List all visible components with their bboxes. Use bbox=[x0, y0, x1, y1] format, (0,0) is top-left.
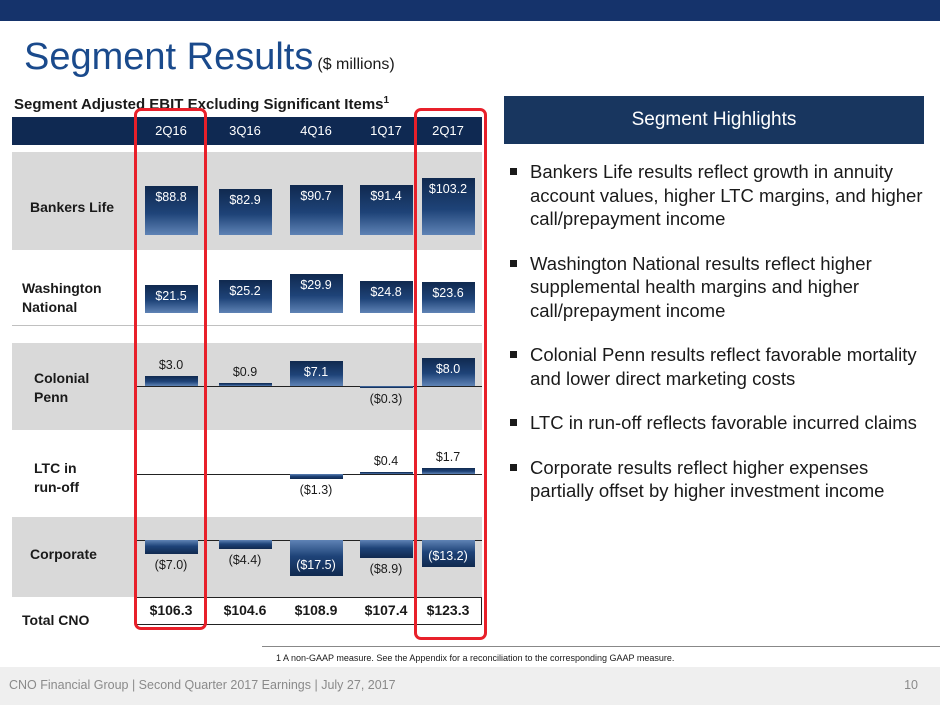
quarter-label-1q17: 1Q17 bbox=[370, 123, 402, 138]
row-label-ltc-2: run-off bbox=[34, 479, 80, 495]
value-label-corporate-2q16: ($7.0) bbox=[154, 558, 188, 573]
bar-corporate-4q16 bbox=[289, 540, 343, 576]
highlight-colonial-penn: Colonial Penn results reflect favorable … bbox=[508, 343, 928, 390]
total-value-1q17: $107.4 bbox=[364, 602, 408, 618]
row-label-washington-national-1: Washington bbox=[22, 280, 102, 296]
page-footer: CNO Financial Group | Second Quarter 201… bbox=[0, 667, 940, 705]
quarter-label-3q16: 3Q16 bbox=[229, 123, 261, 138]
row-label-ltc-1: LTC in bbox=[34, 460, 77, 476]
value-label-bankers-life-2q16: $88.8 bbox=[155, 190, 187, 205]
square-bullet-icon bbox=[510, 259, 517, 267]
square-bullet-icon bbox=[510, 463, 517, 471]
value-label-corporate-3q16: ($4.4) bbox=[228, 553, 262, 568]
bar-bankers-life-1q17 bbox=[359, 184, 413, 235]
total-row-box bbox=[135, 597, 482, 625]
bar-colonial-penn-2q16 bbox=[144, 375, 198, 386]
bar-bankers-life-4q16 bbox=[289, 185, 343, 235]
value-label-bankers-life-4q16: $90.7 bbox=[300, 189, 332, 204]
quarter-label-4q16: 4Q16 bbox=[300, 123, 332, 138]
value-label-colonial-penn-2q17: $8.0 bbox=[435, 362, 461, 376]
value-label-corporate-2q17: ($13.2) bbox=[428, 549, 468, 564]
bar-washington-national-4q16 bbox=[289, 274, 343, 313]
quarter-label-2q16: 2Q16 bbox=[155, 123, 187, 138]
value-label-ltc-in-run-off-4q16: ($1.3) bbox=[299, 482, 333, 497]
value-label-colonial-penn-3q16: $0.9 bbox=[232, 364, 258, 379]
bar-corporate-2q16 bbox=[144, 540, 198, 555]
bar-colonial-penn-3q16 bbox=[218, 382, 272, 386]
bar-corporate-3q16 bbox=[218, 540, 272, 550]
row-label-corporate: Corporate bbox=[30, 546, 97, 562]
row-divider bbox=[12, 325, 482, 326]
bar-ltc-in-run-off-1q17 bbox=[359, 472, 413, 474]
value-label-ltc-in-run-off-1q17: $0.4 bbox=[373, 454, 399, 468]
quarter-label-2q17: 2Q17 bbox=[432, 123, 464, 138]
value-label-ltc-in-run-off-2q17: $1.7 bbox=[435, 450, 461, 465]
bar-bankers-life-2q17 bbox=[421, 178, 475, 235]
bar-corporate-2q17 bbox=[421, 540, 475, 568]
value-label-corporate-1q17: ($8.9) bbox=[369, 562, 403, 577]
page-title: Segment Results ($ millions) bbox=[24, 36, 395, 78]
quarter-header bbox=[12, 117, 482, 145]
row-label-total-cno: Total CNO bbox=[22, 612, 90, 628]
bar-bankers-life-3q16 bbox=[218, 189, 272, 235]
highlight-box-2q16 bbox=[134, 108, 207, 630]
total-value-2q17: $123.3 bbox=[426, 602, 470, 618]
total-value-2q16: $106.3 bbox=[149, 602, 193, 618]
top-brand-bar bbox=[0, 0, 940, 21]
chart-subtitle: Segment Adjusted EBIT Excluding Signific… bbox=[14, 95, 390, 113]
total-value-3q16: $104.6 bbox=[223, 602, 267, 618]
value-label-washington-national-1q17: $24.8 bbox=[370, 284, 402, 299]
total-value-4q16: $108.9 bbox=[294, 602, 338, 618]
value-label-washington-national-3q16: $25.2 bbox=[229, 284, 261, 299]
highlight-bankers-life: Bankers Life results reflect growth in a… bbox=[508, 160, 928, 231]
bar-bankers-life-2q16 bbox=[144, 186, 198, 235]
row-label-bankers-life: Bankers Life bbox=[30, 199, 115, 215]
bar-washington-national-3q16 bbox=[218, 280, 272, 313]
bar-colonial-penn-4q16 bbox=[289, 361, 343, 386]
value-label-washington-national-2q17: $23.6 bbox=[432, 286, 464, 301]
row-label-washington-national-2: National bbox=[22, 299, 78, 315]
page-number: 10 bbox=[904, 678, 918, 692]
value-label-colonial-penn-4q16: $7.1 bbox=[303, 365, 329, 380]
bar-colonial-penn-1q17 bbox=[359, 386, 413, 388]
footnote-ref: 1 bbox=[383, 95, 390, 106]
row-label-colonial-penn-2: Penn bbox=[34, 389, 69, 405]
baseline-colonial-penn bbox=[137, 386, 482, 387]
highlight-washington-national: Washington National results reflect high… bbox=[508, 252, 928, 323]
square-bullet-icon bbox=[510, 351, 517, 358]
highlight-box-2q17 bbox=[414, 108, 487, 640]
footnote: 1 A non-GAAP measure. See the Appendix f… bbox=[276, 653, 675, 663]
square-bullet-icon bbox=[510, 419, 517, 426]
highlight-ltc: LTC in run-off reflects favorable incurr… bbox=[508, 411, 928, 435]
title-unit: ($ millions) bbox=[317, 56, 395, 73]
bar-washington-national-1q17 bbox=[359, 280, 413, 313]
footnote-divider bbox=[262, 646, 940, 647]
value-label-colonial-penn-2q16: $3.0 bbox=[158, 357, 184, 372]
row-label-colonial-penn-1: Colonial bbox=[34, 370, 90, 386]
bar-ltc-in-run-off-2q17 bbox=[421, 468, 475, 474]
bar-washington-national-2q16 bbox=[144, 285, 198, 313]
footer-text: CNO Financial Group | Second Quarter 201… bbox=[9, 678, 396, 692]
value-label-bankers-life-3q16: $82.9 bbox=[229, 193, 261, 208]
segment-highlights-list: Bankers Life results reflect growth in a… bbox=[508, 160, 928, 524]
value-label-corporate-4q16: ($17.5) bbox=[296, 557, 336, 572]
value-label-bankers-life-2q17: $103.2 bbox=[428, 182, 468, 197]
segment-highlights-header: Segment Highlights bbox=[504, 96, 924, 144]
bar-washington-national-2q17 bbox=[421, 282, 475, 313]
value-label-washington-national-4q16: $29.9 bbox=[300, 278, 332, 293]
value-label-washington-national-2q16: $21.5 bbox=[155, 289, 187, 304]
value-label-colonial-penn-1q17: ($0.3) bbox=[369, 392, 403, 406]
square-bullet-icon bbox=[510, 168, 517, 175]
value-label-bankers-life-1q17: $91.4 bbox=[370, 188, 402, 203]
bar-corporate-1q17 bbox=[359, 540, 413, 559]
highlight-corporate: Corporate results reflect higher expense… bbox=[508, 456, 928, 503]
bar-ltc-in-run-off-4q16 bbox=[289, 474, 343, 479]
bar-colonial-penn-2q17 bbox=[421, 358, 475, 386]
